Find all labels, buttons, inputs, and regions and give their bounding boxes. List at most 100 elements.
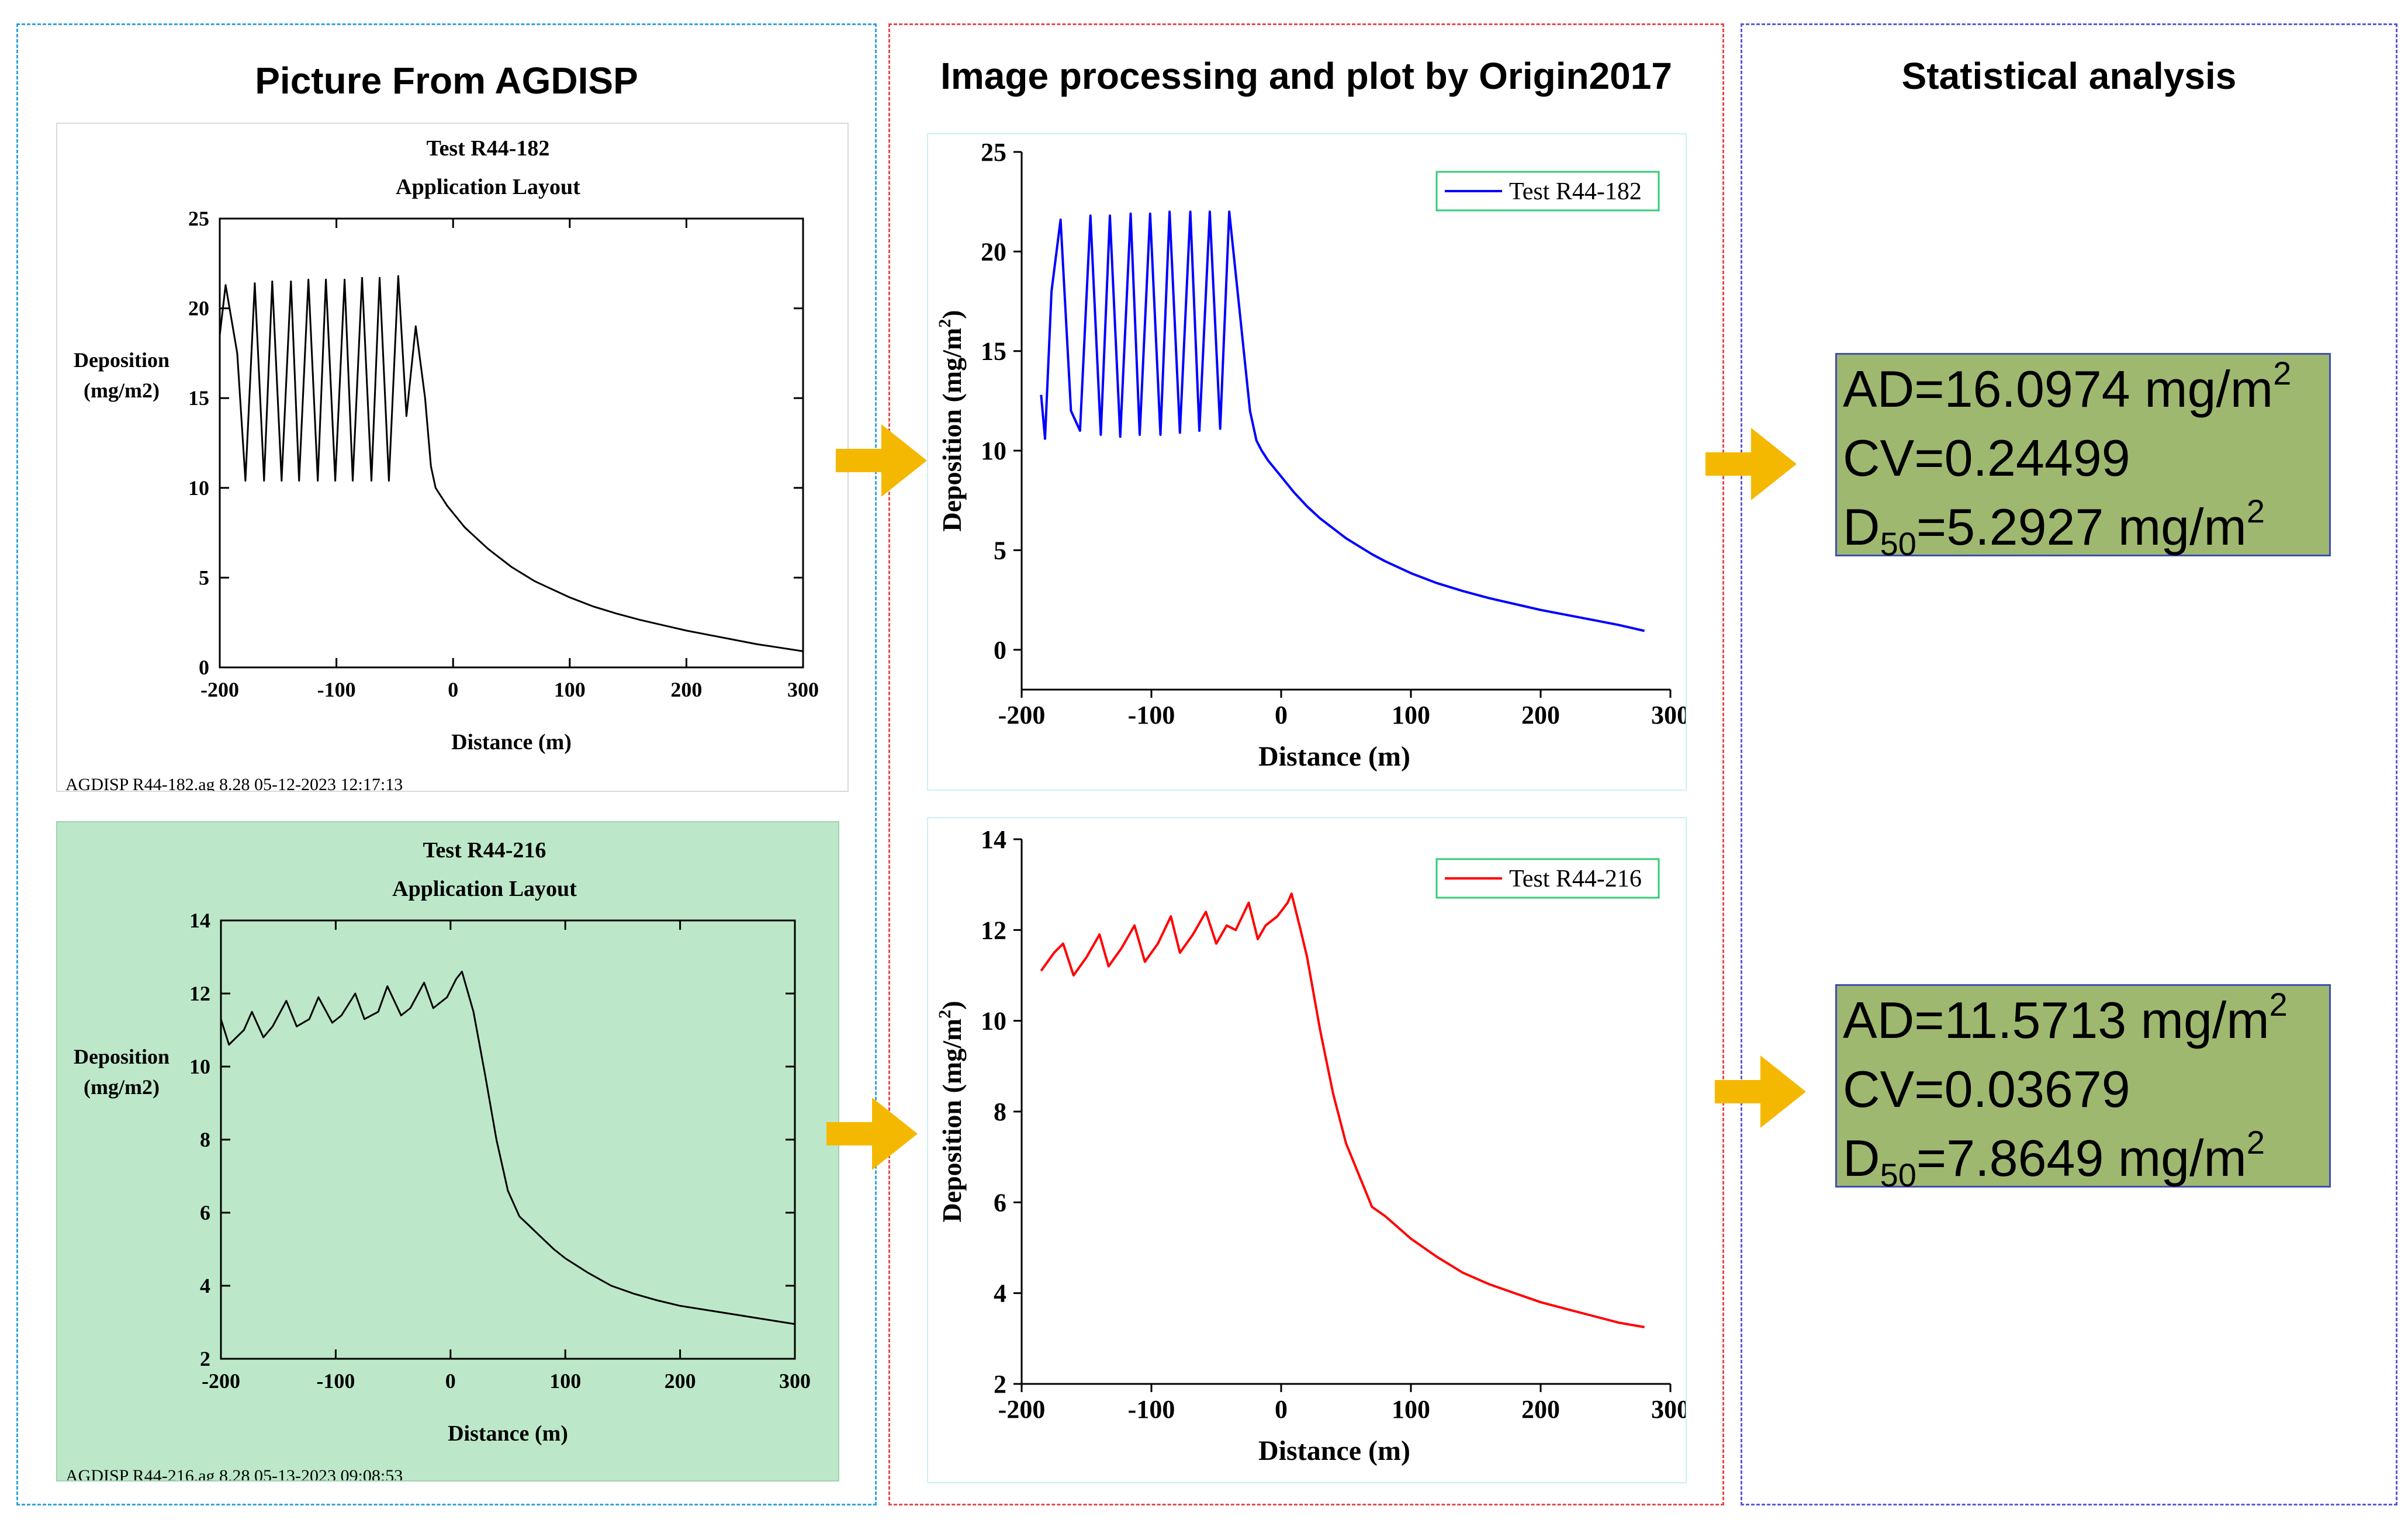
y-tick-label: 20 <box>188 297 209 320</box>
stats-ad-216: AD=11.5713 mg/m2 <box>1843 986 2288 1050</box>
y-tick-label: 14 <box>189 909 210 932</box>
arrow-right-icon <box>826 1098 918 1170</box>
x-tick-label: 100 <box>1392 1395 1430 1424</box>
y-tick-label: 10 <box>981 1007 1006 1036</box>
y-tick-label: 25 <box>981 138 1006 167</box>
x-axis-label: Distance (m) <box>451 730 572 754</box>
agdisp-chart-216-box: Test R44-216 Application Layout Distance (… <box>56 821 839 1486</box>
agdisp-chart-182-box: Test R44-182 Application Layout Distance (… <box>56 123 849 794</box>
series-line <box>220 971 795 1325</box>
y-axis-label: (mg/m2) <box>84 379 160 402</box>
agdisp-chart-182: Test R44-182 Application Layout Distance (… <box>65 136 819 794</box>
y-tick-label: 12 <box>189 982 210 1005</box>
y-tick-label: 10 <box>188 476 209 500</box>
origin-chart-182: -200 -100 0 100 200 300 0 5 10 15 20 25 Distance (m)… <box>935 138 1690 772</box>
y-tick-label: 2 <box>994 1370 1006 1399</box>
x-tick-label: 0 <box>445 1369 456 1393</box>
y-tick-label: 15 <box>981 337 1006 366</box>
y-tick-label: 5 <box>994 536 1006 565</box>
y-tick-label: 20 <box>981 237 1006 266</box>
x-tick-label: -200 <box>998 1395 1046 1424</box>
origin-chart-182-box: -200 -100 0 100 200 300 0 5 10 15 20 25 Distance (m)… <box>927 133 1690 791</box>
x-tick-label: 0 <box>1275 1395 1288 1424</box>
chart-footer: AGDISP R44-216.ag 8.28 05-13-2023 09:08:… <box>65 1466 403 1480</box>
y-tick-label: 8 <box>200 1128 210 1151</box>
x-tick-label: 100 <box>554 678 586 701</box>
x-axis-label: Distance (m) <box>1258 1435 1410 1466</box>
y-tick-label: 12 <box>981 916 1006 944</box>
x-tick-label: 0 <box>1275 701 1288 729</box>
y-tick-label: 10 <box>981 437 1006 465</box>
panel-title-origin: Image processing and plot by Origin2017 <box>940 55 1672 97</box>
chart-footer: AGDISP R44-182.ag 8.28 05-12-2023 12:17:… <box>65 775 403 791</box>
y-axis-label: Deposition <box>74 348 169 372</box>
stats-box-216: AD=11.5713 mg/m2 CV=0.03679 D50=7.8649 m… <box>1835 984 2331 1192</box>
stats-box-182: AD=16.0974 mg/m2 CV=0.24499 D50=5.2927 m… <box>1835 353 2331 560</box>
series-line <box>1040 892 1645 1328</box>
x-tick-label: -100 <box>1128 701 1175 729</box>
y-tick-label: 15 <box>188 386 209 410</box>
x-axis-label: Distance (m) <box>1258 741 1410 772</box>
x-tick-label: 300 <box>787 678 819 701</box>
series-line <box>219 275 804 652</box>
x-tick-label: 0 <box>448 678 458 701</box>
x-axis-label: Distance (m) <box>448 1421 568 1446</box>
stats-cv-182: CV=0.24499 <box>1843 429 2130 487</box>
stats-d50-182: D50=5.2927 mg/m2 <box>1843 493 2265 562</box>
y-tick-label: 0 <box>199 656 209 679</box>
y-axis-label: Deposition (mg/m2) <box>935 310 967 531</box>
plot-frame <box>220 919 796 1360</box>
agdisp-chart-216: Test R44-216 Application Layout Distance (… <box>65 838 811 1486</box>
x-tick-label: 300 <box>779 1369 811 1393</box>
stats-d50-216: D50=7.8649 mg/m2 <box>1843 1124 2265 1193</box>
chart-subtitle: Application Layout <box>396 175 580 199</box>
y-tick-label: 14 <box>981 825 1006 854</box>
panel-stats: Statistical analysis <box>1741 23 2397 1505</box>
y-axis-label: (mg/m2) <box>84 1075 160 1099</box>
x-tick-label: 200 <box>1521 1395 1560 1424</box>
panel-title-agdisp: Picture From AGDISP <box>255 60 638 102</box>
y-tick-label: 10 <box>189 1055 210 1078</box>
y-tick-label: 4 <box>200 1274 210 1297</box>
arrow-right-icon <box>836 424 927 497</box>
x-tick-label: 100 <box>549 1369 581 1393</box>
stats-cv-216: CV=0.03679 <box>1843 1060 2130 1118</box>
y-axis-label: Deposition (mg/m2) <box>935 1001 967 1222</box>
chart-subtitle: Application Layout <box>392 877 577 901</box>
series-line <box>1040 210 1645 632</box>
plot-frame <box>219 217 804 669</box>
panel-agdisp: Picture From AGDISP <box>16 23 877 1505</box>
y-tick-label: 8 <box>994 1098 1006 1126</box>
x-tick-label: 200 <box>1521 701 1560 729</box>
x-tick-label: -200 <box>998 701 1046 729</box>
y-axis-label: Deposition <box>74 1045 169 1068</box>
arrow-right-icon <box>1705 428 1797 500</box>
x-tick-label: 200 <box>670 678 702 701</box>
x-tick-label: -100 <box>316 1369 355 1393</box>
x-tick-label: -100 <box>1128 1395 1175 1424</box>
y-tick-label: 0 <box>994 636 1006 664</box>
legend-label: Test R44-216 <box>1509 866 1642 892</box>
y-tick-label: 4 <box>994 1279 1006 1308</box>
y-tick-label: 25 <box>188 207 209 230</box>
legend-label: Test R44-182 <box>1509 178 1642 205</box>
origin-chart-216: -200 -100 0 100 200 300 2 4 6 8 10 12 14 Distance (m)… <box>935 825 1690 1466</box>
x-tick-label: 300 <box>1651 701 1686 729</box>
y-tick-label: 2 <box>200 1347 210 1370</box>
chart-title: Test R44-182 <box>427 136 550 161</box>
panel-title-stats: Statistical analysis <box>1901 55 2237 97</box>
y-tick-label: 6 <box>200 1201 210 1224</box>
y-tick-label: 5 <box>199 566 209 589</box>
origin-chart-216-box: -200 -100 0 100 200 300 2 4 6 8 10 12 14 Distance (m)… <box>927 817 1690 1483</box>
arrow-right-icon <box>1715 1055 1806 1128</box>
x-tick-label: 100 <box>1392 701 1430 729</box>
y-tick-label: 6 <box>994 1188 1006 1217</box>
x-tick-label: 200 <box>665 1369 696 1393</box>
chart-title: Test R44-216 <box>423 838 546 863</box>
x-tick-label: 300 <box>1651 1395 1686 1424</box>
x-tick-label: -200 <box>200 678 239 701</box>
stats-ad-182: AD=16.0974 mg/m2 <box>1843 355 2292 418</box>
panel-origin: Image processing and plot by Origin2017 <box>888 23 1724 1505</box>
x-tick-label: -200 <box>202 1369 240 1393</box>
x-tick-label: -100 <box>317 678 356 701</box>
